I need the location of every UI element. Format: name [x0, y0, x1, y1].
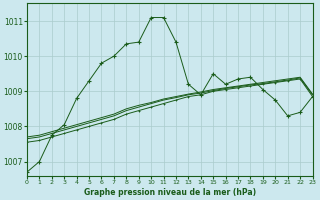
X-axis label: Graphe pression niveau de la mer (hPa): Graphe pression niveau de la mer (hPa) — [84, 188, 256, 197]
